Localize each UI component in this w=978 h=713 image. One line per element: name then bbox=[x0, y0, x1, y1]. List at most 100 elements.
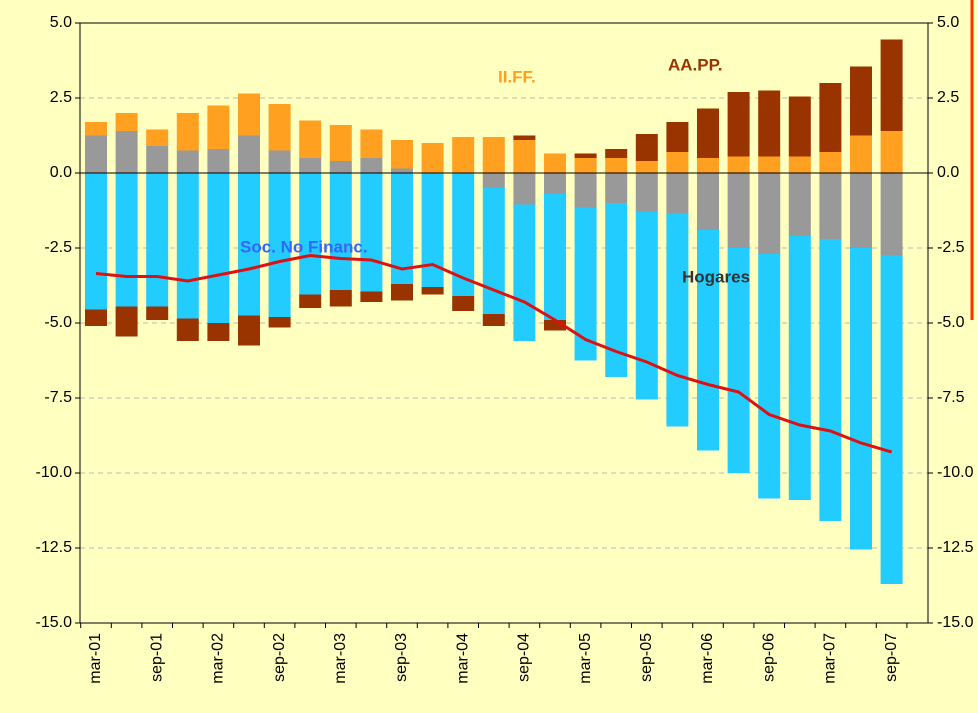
x-tick-label: sep-03 bbox=[393, 633, 410, 682]
y2-tick-label: 2.5 bbox=[937, 89, 959, 106]
bar-segment bbox=[758, 156, 781, 173]
x-tick-label: sep-04 bbox=[516, 633, 533, 682]
bar-segment bbox=[697, 173, 719, 230]
bar-segment bbox=[85, 173, 107, 310]
bar-segment bbox=[482, 137, 505, 173]
bar-segment bbox=[666, 122, 689, 152]
plot-frame bbox=[79, 22, 929, 624]
x-tick-label: mar-06 bbox=[699, 633, 716, 684]
y-tick-label: 5.0 bbox=[50, 14, 72, 31]
bar-segment bbox=[176, 113, 199, 151]
bar-segment bbox=[299, 120, 322, 158]
bar-segment bbox=[452, 173, 475, 296]
bar-segment bbox=[574, 207, 597, 361]
x-tick-label: mar-05 bbox=[577, 633, 594, 684]
bar-segment bbox=[605, 149, 628, 158]
x-tick-label: sep-07 bbox=[883, 633, 900, 682]
bar-segment bbox=[513, 204, 536, 341]
bar-segment bbox=[115, 131, 138, 173]
bar-segment bbox=[85, 309, 107, 326]
bar-segment bbox=[329, 173, 352, 290]
y-tick-label: -5.0 bbox=[44, 314, 72, 331]
bar-segment bbox=[880, 39, 903, 131]
x-tick-label: sep-02 bbox=[271, 633, 288, 682]
bar-segment bbox=[727, 156, 750, 173]
bar-segment bbox=[544, 194, 566, 320]
bar-segment bbox=[299, 158, 322, 173]
bar-segment bbox=[146, 306, 169, 320]
y2-tick-label: -15.0 bbox=[937, 614, 974, 631]
bar-segment bbox=[146, 146, 169, 173]
y-tick-label: -2.5 bbox=[44, 239, 72, 256]
bar-segment bbox=[268, 173, 291, 317]
y2-tick-label: -7.5 bbox=[937, 389, 965, 406]
bar-segment bbox=[391, 173, 413, 284]
bar-segment bbox=[421, 173, 444, 287]
y2-tick-label: -2.5 bbox=[937, 239, 965, 256]
bar-segment bbox=[850, 66, 872, 136]
bar-segment bbox=[788, 236, 811, 500]
bar-segment bbox=[697, 158, 719, 173]
y-tick-label: -10.0 bbox=[36, 464, 73, 481]
bar-segment bbox=[299, 173, 322, 295]
bar-segment bbox=[176, 150, 199, 173]
bar-segment bbox=[819, 239, 842, 521]
bar-segment bbox=[115, 173, 138, 307]
bar-segment bbox=[238, 173, 260, 316]
bar-segment bbox=[850, 135, 872, 173]
x-tick-label: mar-07 bbox=[822, 633, 839, 684]
bar-segment bbox=[850, 173, 872, 248]
bar-segment bbox=[360, 291, 383, 302]
x-tick-label: mar-04 bbox=[454, 633, 471, 684]
x-tick-label: sep-06 bbox=[760, 633, 777, 682]
bar-segment bbox=[758, 254, 781, 499]
bar-segment bbox=[544, 153, 566, 173]
bar-segment bbox=[574, 158, 597, 173]
bar-segment bbox=[880, 255, 903, 584]
bar-segment bbox=[513, 173, 536, 205]
bar-segment bbox=[697, 230, 719, 451]
x-tick-label: mar-03 bbox=[332, 633, 349, 684]
bar-segment bbox=[452, 296, 475, 311]
y2-tick-label: 0.0 bbox=[937, 164, 959, 181]
bar-segment bbox=[482, 314, 505, 326]
y-tick-label: 2.5 bbox=[50, 89, 72, 106]
x-tick-label: mar-02 bbox=[210, 633, 227, 684]
annotation: Soc. No Financ. bbox=[240, 237, 368, 256]
bar-segment bbox=[788, 173, 811, 236]
bar-segment bbox=[238, 135, 260, 173]
bar-segment bbox=[635, 212, 658, 400]
bar-segment bbox=[727, 248, 750, 473]
annotation: Hogares bbox=[682, 267, 750, 286]
bar-segment bbox=[635, 173, 658, 212]
bar-segment bbox=[482, 173, 505, 188]
bar-segment bbox=[85, 135, 107, 173]
bar-segment bbox=[360, 158, 383, 173]
bar-segment bbox=[207, 323, 230, 341]
y2-tick-label: -5.0 bbox=[937, 314, 965, 331]
bar-segment bbox=[391, 140, 413, 169]
y-tick-label: -7.5 bbox=[44, 389, 72, 406]
bar-segment bbox=[605, 173, 628, 203]
bar-segment bbox=[360, 129, 383, 158]
x-tick-label: sep-01 bbox=[148, 633, 165, 682]
bar-segment bbox=[176, 318, 199, 341]
bar-segment bbox=[788, 156, 811, 173]
y-tick-label: -12.5 bbox=[36, 539, 73, 556]
annotation: II.FF. bbox=[498, 67, 536, 86]
bar-segment bbox=[268, 150, 291, 173]
bar-segment bbox=[666, 173, 689, 214]
bar-segment bbox=[207, 173, 230, 323]
bar-segment bbox=[727, 173, 750, 248]
bar-segment bbox=[758, 173, 781, 254]
bar-segment bbox=[605, 158, 628, 173]
bar-segment bbox=[482, 188, 505, 314]
total-line bbox=[95, 253, 893, 454]
bar-segment bbox=[146, 129, 169, 146]
bar-segment bbox=[513, 140, 536, 173]
bar-segment bbox=[880, 131, 903, 173]
bar-segment bbox=[819, 83, 842, 152]
bar-segment bbox=[666, 213, 689, 427]
bar-segment bbox=[85, 122, 107, 136]
